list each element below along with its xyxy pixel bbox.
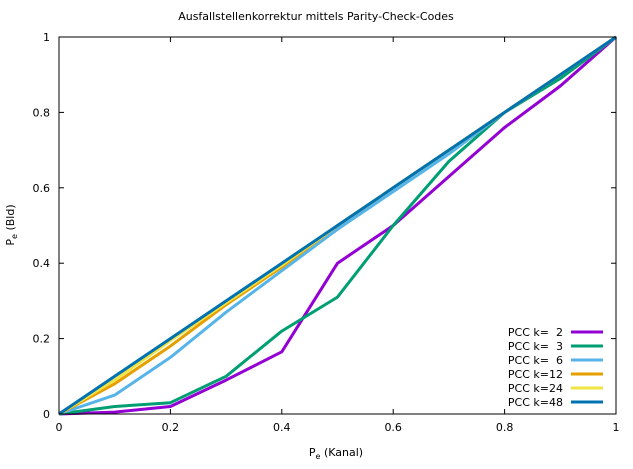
y-axis-label-main: P bbox=[4, 239, 17, 246]
ticks-layer: 0 0.2 0.4 0.6 0.8 1 0 0.2 0.4 0.6 0.8 1 bbox=[33, 31, 620, 434]
legend-label: PCC k=48 bbox=[508, 396, 563, 409]
y-tick-label: 0 bbox=[43, 408, 50, 421]
x-tick-label: 0.4 bbox=[273, 421, 291, 434]
legend-label: PCC k= 6 bbox=[508, 354, 563, 367]
y-tick-label: 0.4 bbox=[33, 257, 51, 270]
x-tick-label: 0 bbox=[56, 421, 63, 434]
chart-title: Ausfallstellenkorrektur mittels Parity-C… bbox=[178, 10, 454, 23]
legend-label: PCC k=12 bbox=[508, 368, 563, 381]
x-tick-label: 1 bbox=[613, 421, 620, 434]
legend-label: PCC k= 2 bbox=[508, 326, 563, 339]
legend-label: PCC k=24 bbox=[508, 382, 563, 395]
x-axis-label: Pe (Kanal) bbox=[309, 446, 363, 461]
series-line-6 bbox=[58, 35, 617, 416]
y-axis-label-sub: e bbox=[10, 234, 19, 239]
y-tick-label: 0.8 bbox=[33, 106, 51, 119]
x-tick-label: 0.2 bbox=[162, 421, 180, 434]
y-axis-label: Pe (Bld) bbox=[4, 204, 19, 245]
x-tick-label: 0.6 bbox=[384, 421, 402, 434]
y-tick-label: 1 bbox=[43, 31, 50, 44]
plot-frame bbox=[58, 36, 617, 415]
x-axis-label-main: P bbox=[309, 446, 316, 459]
series-line-1 bbox=[58, 35, 617, 416]
legend-label: PCC k= 3 bbox=[508, 340, 563, 353]
x-axis-label-rest: (Kanal) bbox=[320, 446, 363, 459]
y-tick-label: 0.2 bbox=[33, 333, 51, 346]
y-axis-label-rest: (Bld) bbox=[4, 204, 17, 234]
y-tick-label: 0.6 bbox=[33, 182, 51, 195]
x-tick-label: 0.8 bbox=[496, 421, 514, 434]
series-layer bbox=[58, 35, 617, 416]
x-axis-label-sub: e bbox=[316, 452, 321, 461]
